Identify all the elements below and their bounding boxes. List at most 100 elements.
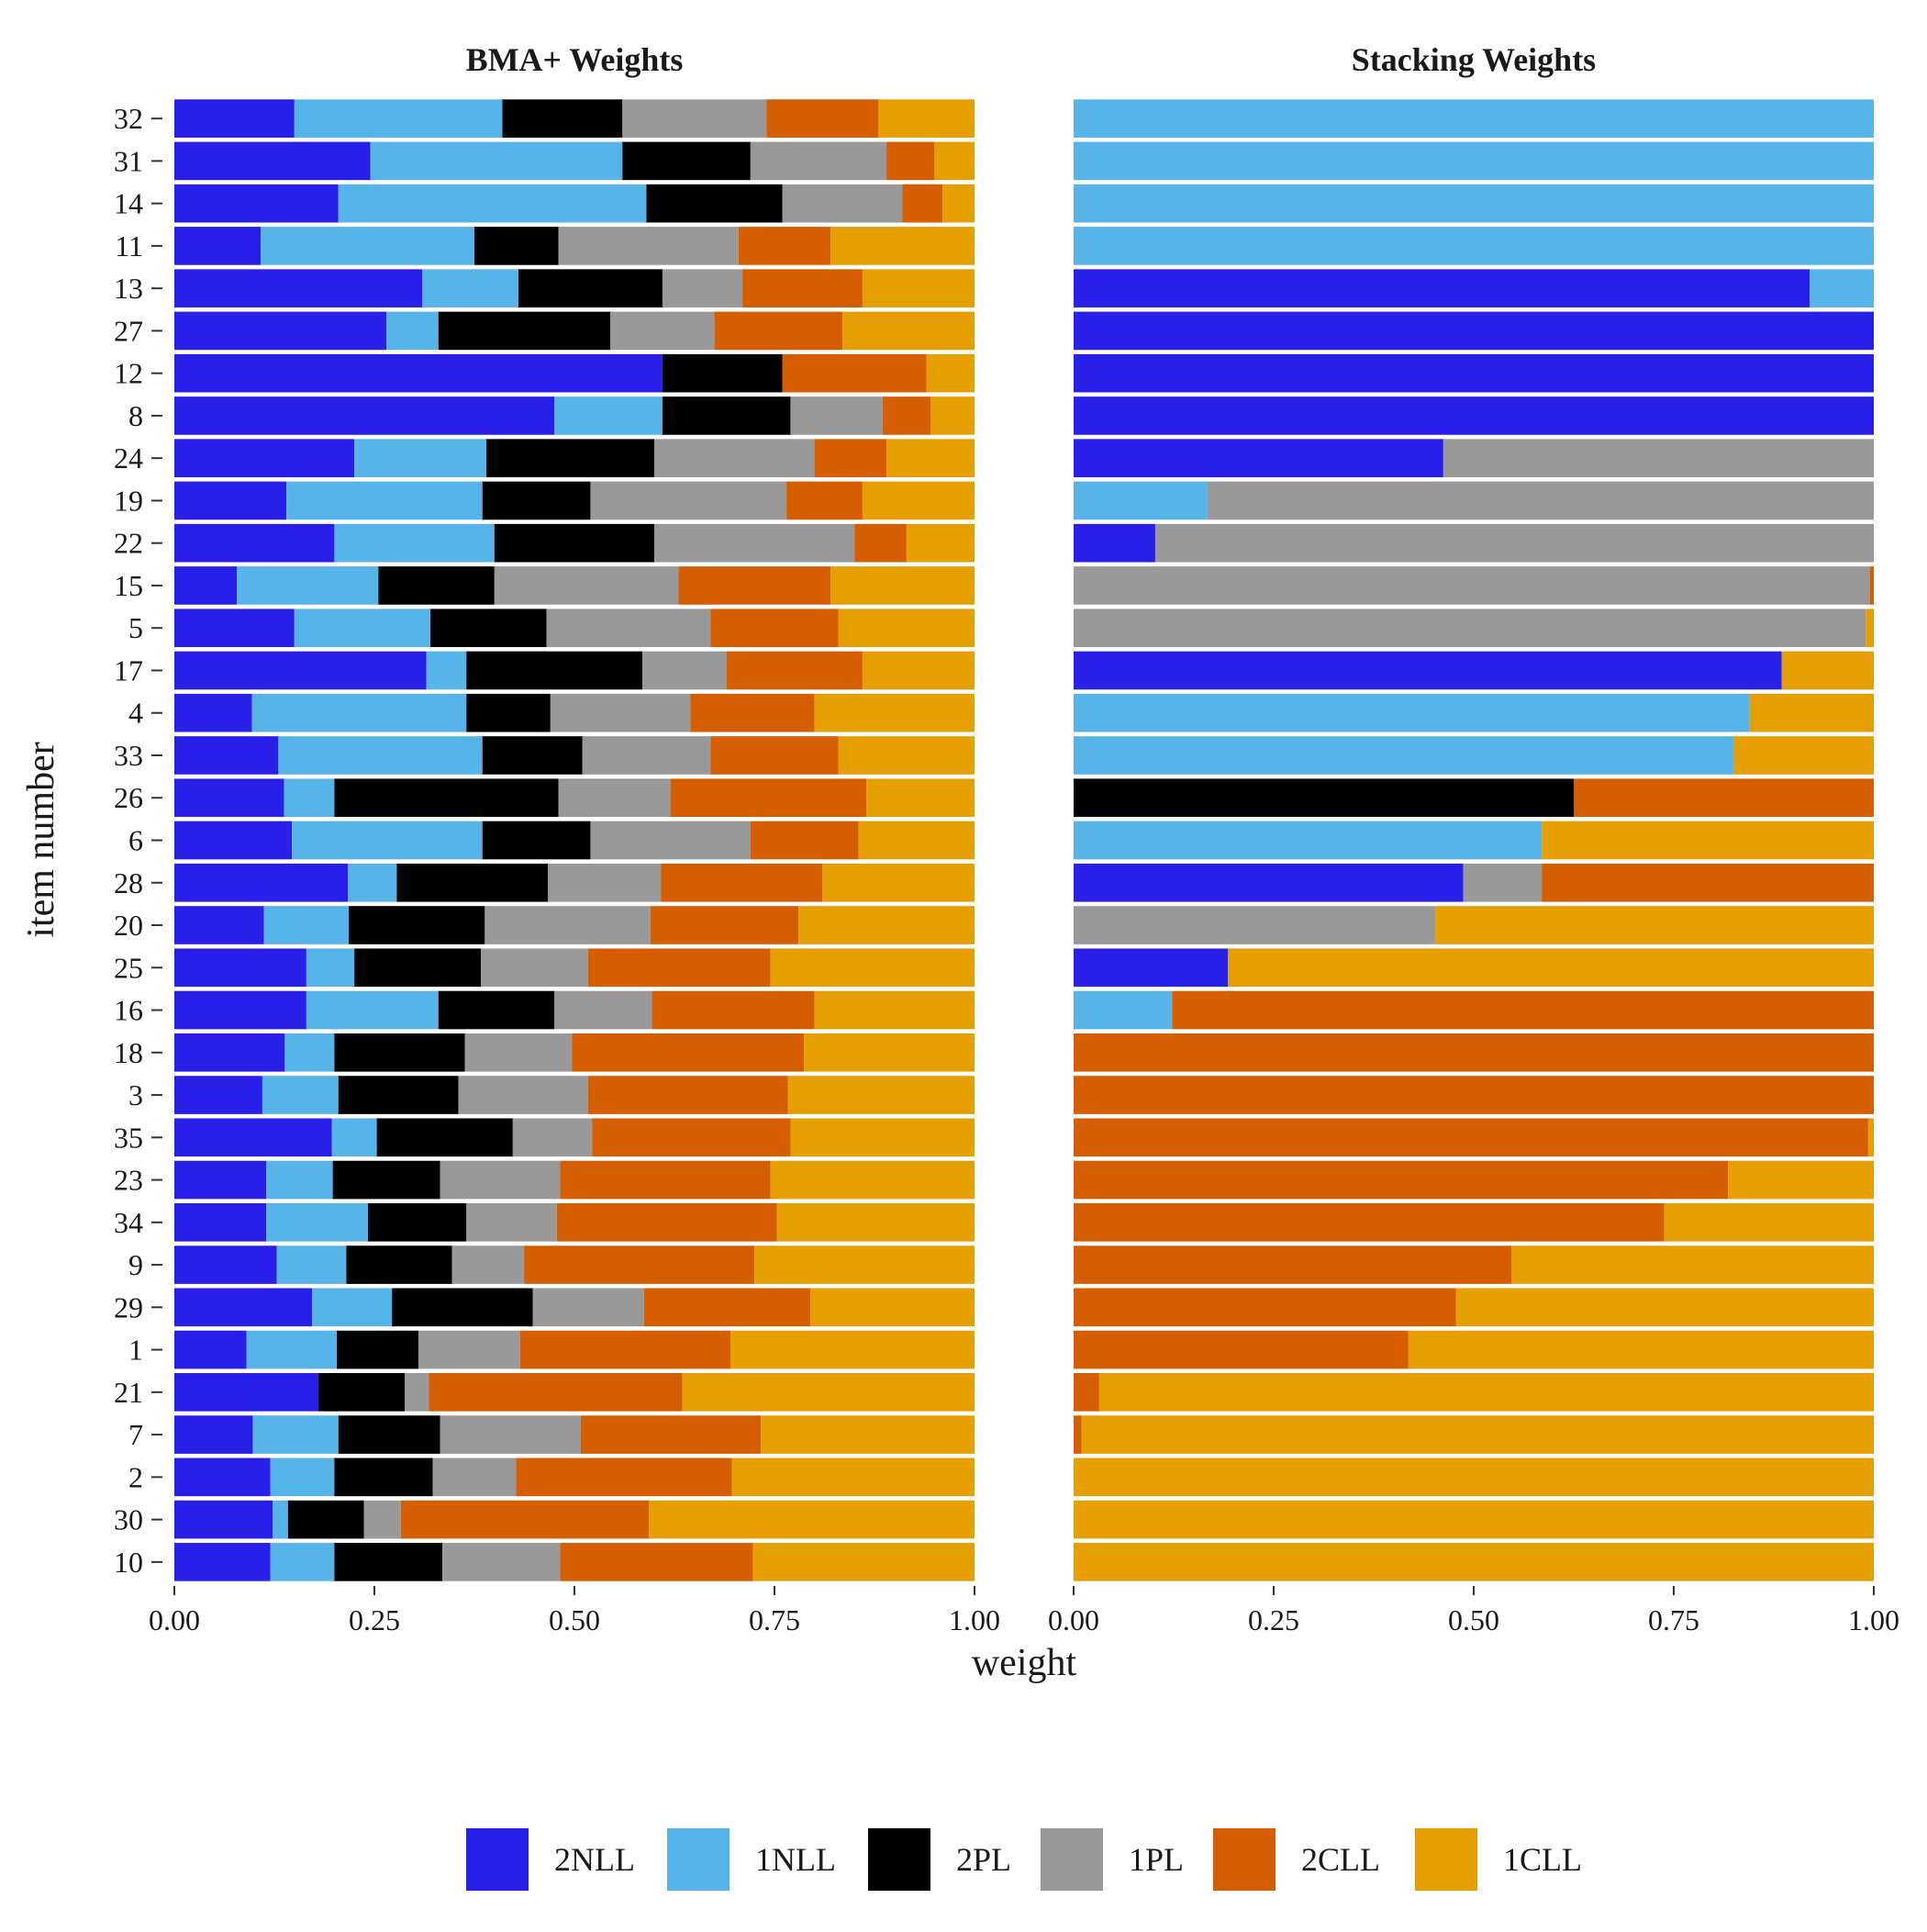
bar-segment <box>432 1457 517 1497</box>
bar-segment <box>429 1373 683 1412</box>
y-tick-label: 25 <box>114 951 143 984</box>
y-tick-label: 13 <box>114 272 143 305</box>
bar-segment <box>1749 693 1874 732</box>
bar-segment <box>770 948 975 988</box>
bar-segment <box>174 566 238 605</box>
bar-segment <box>426 651 467 690</box>
bar-segment <box>1074 651 1782 690</box>
bar-segment <box>174 906 264 944</box>
bar-segment <box>1074 1373 1099 1412</box>
bar-segment <box>286 481 483 520</box>
bar-segment <box>480 948 588 988</box>
bar-segment <box>334 523 495 563</box>
bar-segment <box>174 396 555 435</box>
legend-swatch <box>667 1828 730 1891</box>
bar-segment <box>646 184 783 223</box>
bar-segment <box>554 990 652 1030</box>
bar-segment <box>1074 1245 1511 1284</box>
bar-segment <box>174 1415 253 1454</box>
bar-segment <box>866 778 975 818</box>
bar-segment <box>311 1288 393 1327</box>
bar-segment <box>174 141 371 181</box>
x-tick-label: 0.50 <box>549 1603 600 1636</box>
bar-segment <box>730 1330 975 1369</box>
bar-segment <box>418 1330 520 1369</box>
bar-segment <box>464 1033 573 1072</box>
bar-segment <box>548 863 662 902</box>
bar-segment <box>317 1373 406 1412</box>
bar-segment <box>458 1076 588 1114</box>
bar-segment <box>858 821 975 860</box>
bar-segment <box>1074 227 1874 265</box>
y-tick-label: 30 <box>114 1503 143 1536</box>
bar-segment <box>1172 990 1874 1030</box>
bar-segment <box>902 184 943 223</box>
y-tick-label: 5 <box>128 611 143 644</box>
bar-segment <box>678 566 831 605</box>
bar-segment <box>174 1288 312 1327</box>
bar-segment <box>610 311 715 351</box>
y-tick-label: 33 <box>114 739 143 772</box>
bar-segment <box>386 311 439 351</box>
panel-title: BMA+ Weights <box>466 41 684 78</box>
bar-segment <box>270 1457 335 1497</box>
bar-segment <box>1207 481 1874 520</box>
bar-segment <box>710 736 839 775</box>
bar-segment <box>1435 906 1874 944</box>
y-tick-label: 16 <box>114 994 143 1027</box>
y-tick-label: 2 <box>128 1460 143 1493</box>
bar-segment <box>332 1160 440 1200</box>
bar-segment <box>690 693 815 732</box>
bar-segment <box>782 353 927 393</box>
bar-segment <box>786 481 863 520</box>
bar-segment <box>882 396 931 435</box>
y-tick-label: 24 <box>114 441 143 475</box>
bar-segment <box>273 1500 288 1539</box>
bar-segment <box>174 353 663 393</box>
bar-segment <box>1074 1457 1874 1497</box>
bar-segment <box>662 353 783 393</box>
bar-segment <box>174 1245 277 1284</box>
bar-segment <box>263 906 350 944</box>
bar-segment <box>752 1543 975 1581</box>
y-tick-label: 6 <box>128 824 143 857</box>
bar-segment <box>1510 1245 1874 1284</box>
y-tick-label: 7 <box>128 1418 143 1451</box>
bar-segment <box>516 1457 732 1497</box>
bar-segment <box>482 481 591 520</box>
bar-segment <box>1074 439 1443 478</box>
legend-label: 2PL <box>956 1841 1011 1878</box>
legend-swatch <box>868 1828 930 1891</box>
y-tick-label: 22 <box>114 527 143 560</box>
bar-segment <box>930 396 975 435</box>
bar-segment <box>494 566 679 605</box>
bar-segment <box>1542 821 1874 860</box>
bar-segment <box>494 523 655 563</box>
bar-segment <box>1074 1415 1082 1454</box>
bar-segment <box>926 353 975 393</box>
bar-segment <box>590 821 751 860</box>
bar-segment <box>643 1288 811 1327</box>
bar-segment <box>442 1543 561 1581</box>
bar-segment <box>1228 948 1874 988</box>
bar-segment <box>405 1373 429 1412</box>
bar-segment <box>486 439 655 478</box>
bar-segment <box>1866 609 1874 648</box>
bar-segment <box>587 948 771 988</box>
y-tick-label: 31 <box>114 144 143 177</box>
bar-segment <box>278 736 483 775</box>
bar-segment <box>1074 1330 1409 1369</box>
bar-segment <box>370 141 623 181</box>
bar-segment <box>554 396 663 435</box>
bar-segment <box>1074 141 1874 181</box>
bar-segment <box>1074 1076 1874 1114</box>
legend-swatch <box>1213 1828 1275 1891</box>
bar-segment <box>738 227 831 265</box>
bar-segment <box>1074 1543 1874 1581</box>
bar-segment <box>1074 353 1874 393</box>
y-tick-label: 8 <box>128 399 143 432</box>
bar-segment <box>174 1118 332 1157</box>
bar-segment <box>838 609 975 648</box>
bar-segment <box>294 609 431 648</box>
